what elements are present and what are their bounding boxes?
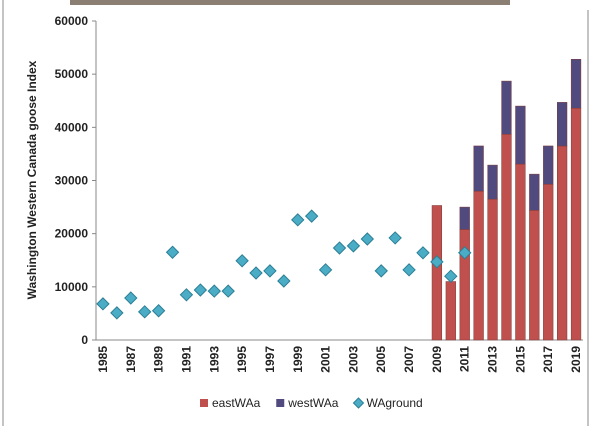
diamond-marker — [193, 283, 208, 297]
diamond-marker — [360, 232, 375, 246]
diamond-marker — [165, 245, 180, 259]
bar-segment — [543, 145, 554, 185]
diamond-marker — [277, 274, 291, 288]
bar-segment — [473, 145, 484, 192]
x-tick-label: 2007 — [402, 346, 416, 373]
bar-segment — [543, 183, 554, 341]
bar-segment — [570, 107, 582, 341]
x-tick-label: 2017 — [541, 346, 555, 373]
diamond-marker — [444, 269, 458, 283]
x-tick-label: 1989 — [152, 346, 166, 373]
y-tick-label: 40000 — [55, 120, 89, 134]
x-tick-label: 2013 — [486, 346, 500, 373]
diamond-marker — [207, 284, 221, 298]
legend-label: westWAa — [287, 396, 339, 410]
legend-marker — [200, 399, 208, 407]
x-tick-label: 1995 — [235, 346, 249, 373]
x-tick-label: 1985 — [96, 346, 110, 373]
x-tick-label: 1987 — [124, 346, 138, 373]
x-tick-label: 1999 — [291, 346, 305, 373]
diamond-marker — [110, 306, 124, 320]
x-tick-label: 2005 — [374, 346, 388, 373]
diamond-marker — [291, 213, 305, 227]
bar-segment — [501, 133, 512, 341]
legend-marker — [352, 397, 365, 409]
diamond-marker — [374, 264, 388, 278]
y-tick-label: 10000 — [55, 280, 89, 294]
bar-segment — [529, 210, 540, 341]
bar-segment — [487, 198, 498, 341]
diamond-marker — [346, 239, 361, 253]
bar-segment — [445, 281, 456, 341]
diamond-marker — [458, 246, 472, 260]
x-tick-label: 2015 — [513, 346, 527, 373]
diamond-marker — [179, 288, 194, 302]
bar-segment — [557, 102, 568, 147]
photo-strip — [70, 0, 510, 5]
diamond-marker — [388, 231, 402, 245]
bar-segment — [459, 229, 470, 341]
bar-segment — [570, 59, 582, 109]
diamond-marker — [221, 284, 235, 298]
x-tick-label: 2003 — [346, 346, 360, 373]
bar-segment — [515, 163, 526, 341]
y-tick-label: 60000 — [55, 14, 89, 28]
bar-segment — [501, 80, 512, 135]
diamond-marker — [249, 266, 263, 280]
y-tick-label: 30000 — [55, 174, 89, 188]
bar-segment — [431, 205, 443, 341]
x-tick-label: 1997 — [263, 346, 277, 373]
x-tick-label: 2011 — [458, 346, 472, 372]
x-tick-label: 2001 — [319, 346, 333, 373]
y-tick-label: 20000 — [55, 227, 89, 241]
diamond-marker — [332, 241, 347, 255]
x-tick-label: 1993 — [207, 346, 221, 373]
diamond-marker — [235, 254, 249, 268]
legend-marker — [276, 399, 285, 407]
bar-segment — [473, 190, 484, 341]
diamond-marker — [318, 263, 333, 277]
diamond-marker — [151, 304, 166, 318]
y-axis-label: Washington Western Canada goose Index — [25, 60, 39, 299]
bar-segment — [529, 173, 540, 211]
bar-segment — [515, 105, 526, 165]
x-tick-label: 2009 — [430, 346, 444, 373]
y-tick-label: 0 — [81, 333, 88, 347]
diamond-marker — [402, 263, 416, 277]
diamond-marker — [304, 209, 319, 223]
diamond-marker — [430, 255, 444, 269]
diamond-marker — [263, 264, 277, 278]
x-tick-label: 2019 — [569, 346, 583, 373]
bar-segment — [557, 145, 568, 341]
diamond-marker — [137, 305, 152, 319]
x-tick-label: 1991 — [179, 346, 193, 373]
diamond-marker — [416, 246, 430, 260]
diamond-marker — [124, 291, 138, 305]
legend-label: eastWAa — [212, 396, 261, 410]
legend-label: WAground — [366, 396, 422, 410]
bar-segment — [459, 206, 470, 230]
bar-segment — [487, 164, 498, 200]
y-tick-label: 50000 — [55, 67, 89, 81]
diamond-marker — [96, 297, 110, 311]
